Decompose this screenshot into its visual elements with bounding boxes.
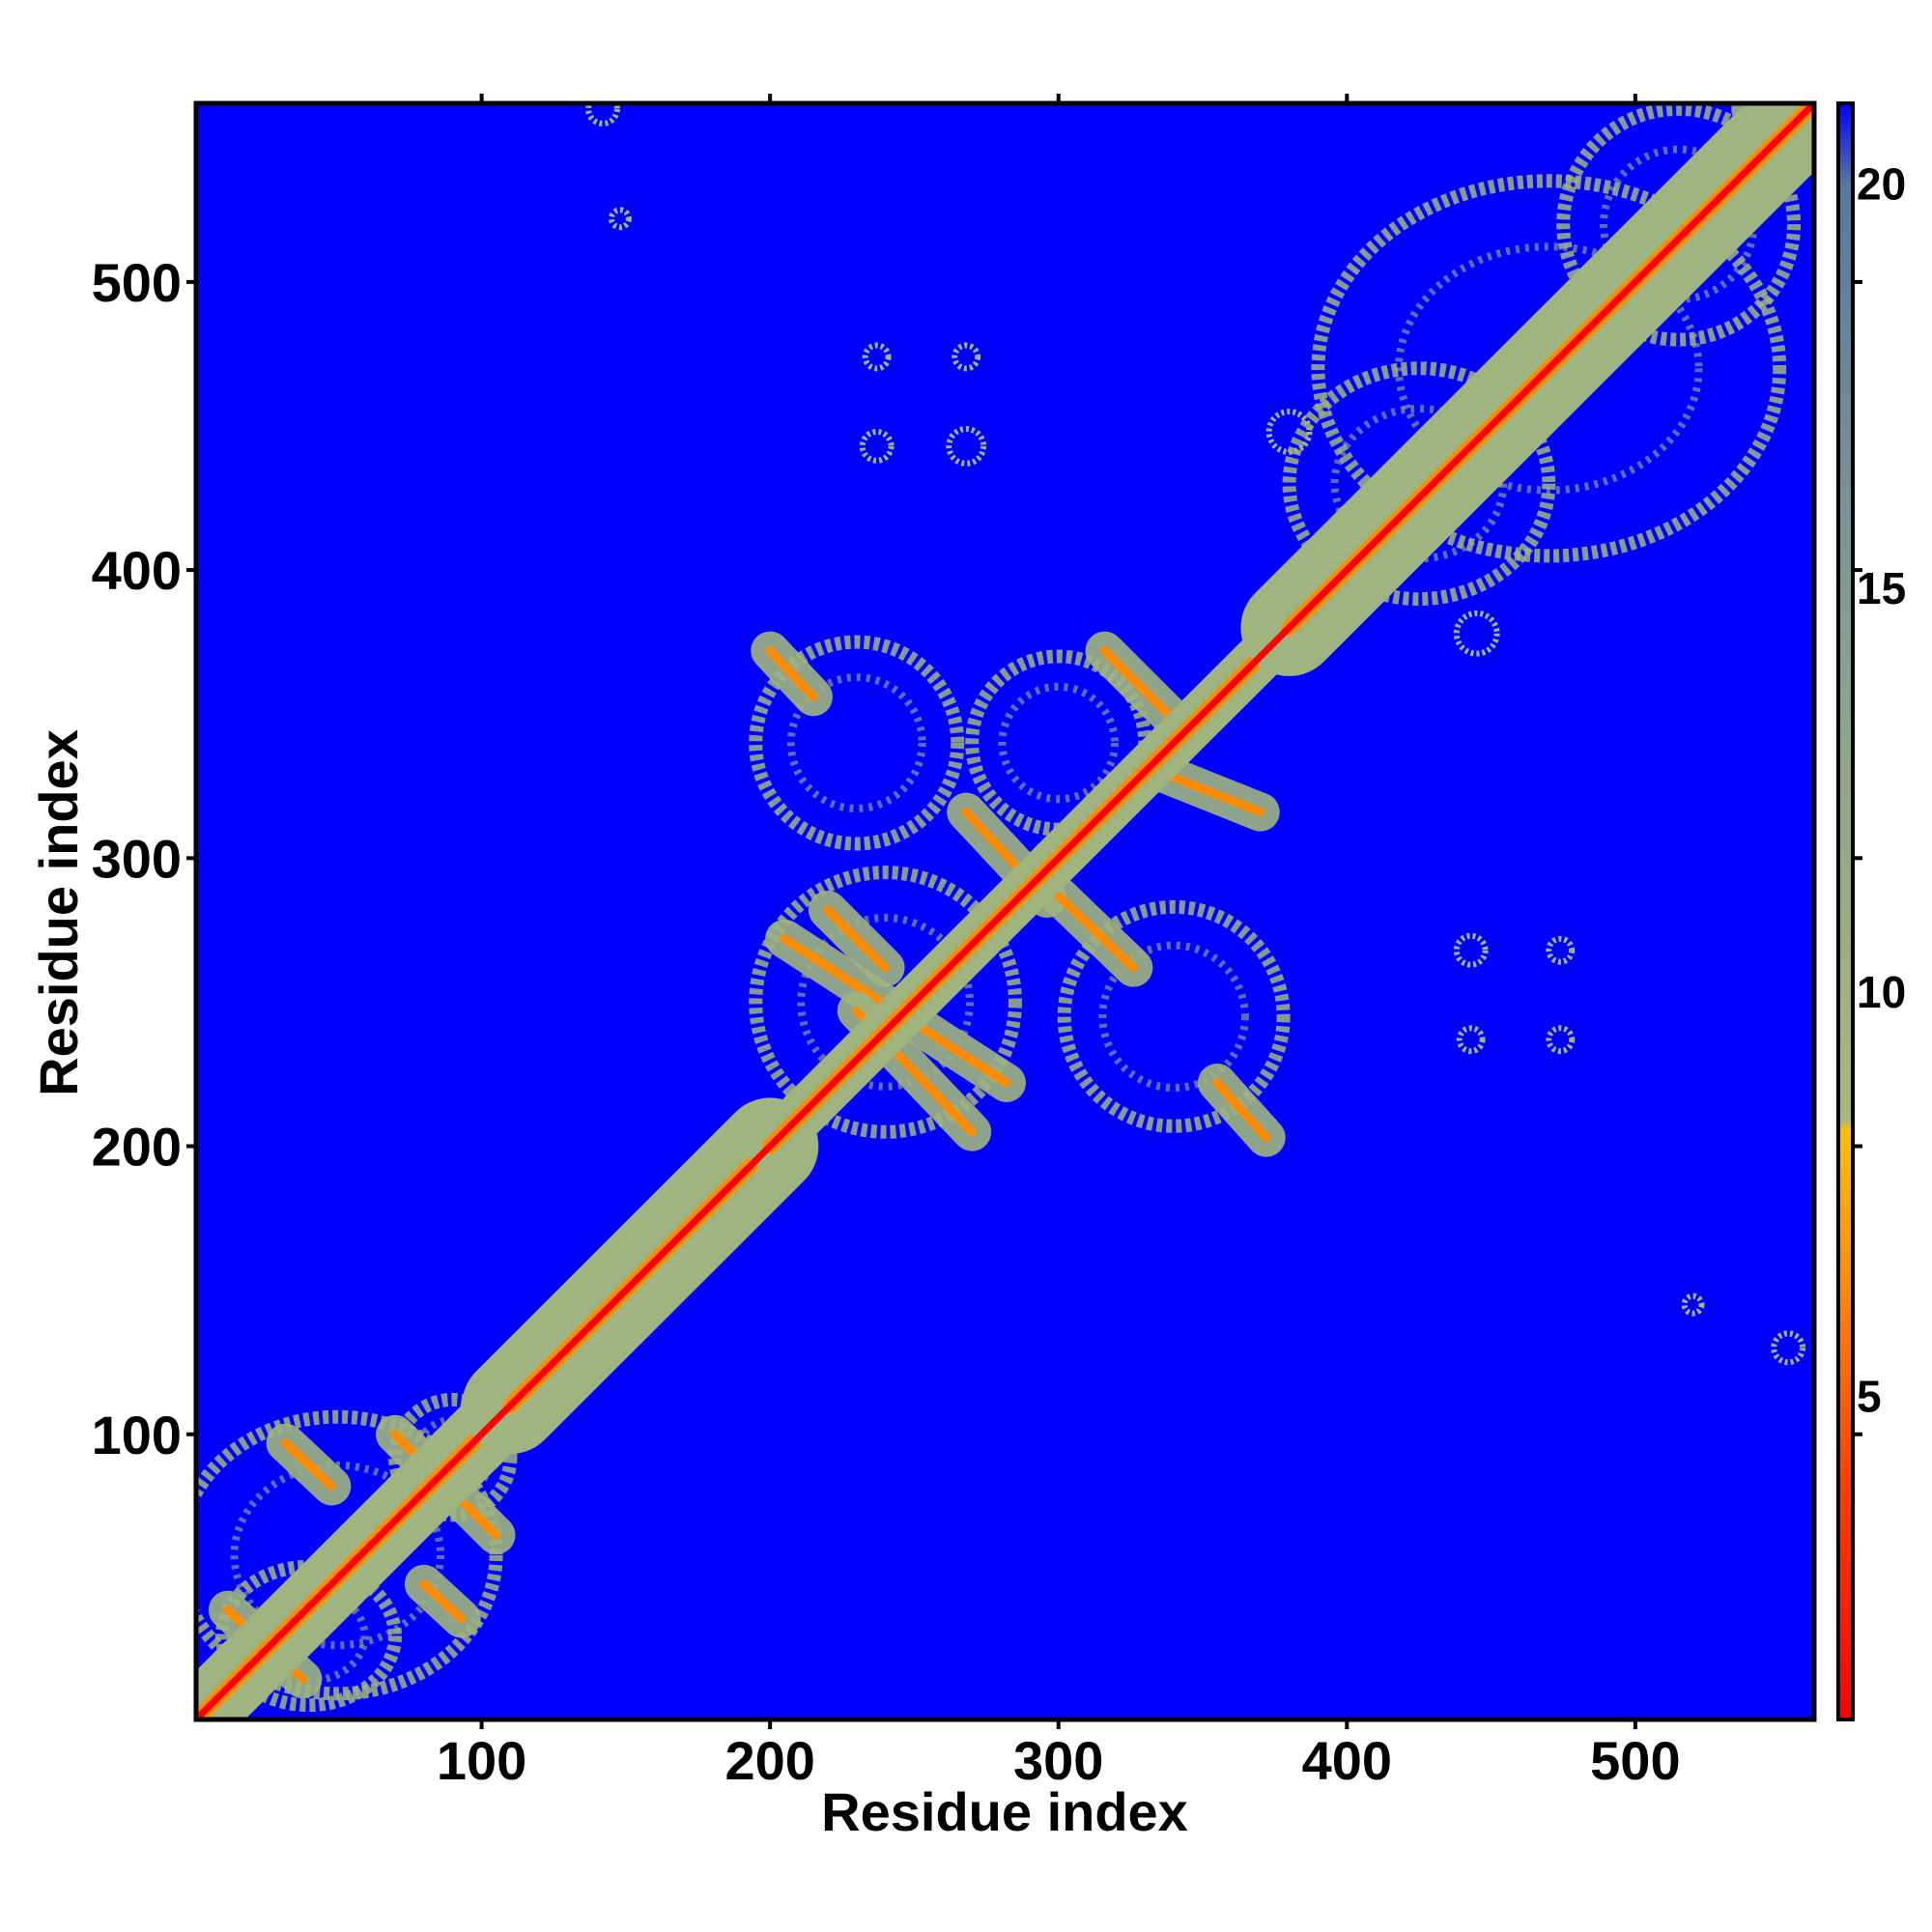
isolated-contact-spot <box>1771 1330 1806 1366</box>
x-tick-label: 500 <box>1590 1730 1680 1791</box>
y-tick-label: 500 <box>92 252 182 313</box>
contact-cluster-inner <box>786 673 926 812</box>
contact-cluster-inner <box>797 914 974 1091</box>
isolated-contact-spot <box>1453 610 1500 657</box>
contact-segment <box>765 646 818 701</box>
isolated-contact-spot <box>1453 932 1489 968</box>
contact-cluster <box>1311 174 1787 563</box>
y-tick-label: 400 <box>92 540 182 601</box>
x-tick-label: 400 <box>1302 1730 1392 1791</box>
isolated-contact-spot <box>1546 935 1576 965</box>
isolated-contact-spot <box>1681 1293 1705 1317</box>
contact-segment <box>281 1438 336 1491</box>
contact-cluster-inner <box>1395 242 1703 495</box>
plot-frame <box>193 100 1817 1722</box>
diagonal-core <box>196 103 1814 1719</box>
contact-cluster <box>749 866 1022 1139</box>
colorbar-tick-label: 5 <box>1857 1371 1882 1421</box>
isolated-contact-spot <box>1546 1025 1576 1055</box>
colorbar: 5 10 15 20 <box>1836 101 1906 1721</box>
contact-cluster <box>1057 899 1291 1133</box>
isolated-contact-spot <box>1265 409 1313 455</box>
isolated-contact-spot <box>859 428 895 464</box>
x-tick-label: 100 <box>437 1730 526 1791</box>
diagonal-layer <box>196 103 1814 1719</box>
y-axis-ticks: 100 200 300 400 500 <box>92 252 1862 1465</box>
isolated-contact-spot <box>585 103 620 127</box>
contact-segment <box>1054 891 1138 973</box>
y-tick-label: 300 <box>92 828 182 889</box>
contact-cluster-inner <box>1330 405 1508 563</box>
isolated-contact-spot <box>862 342 892 372</box>
colorbar-tick-label: 20 <box>1857 159 1906 210</box>
colorbar-tick-label: 15 <box>1857 563 1906 613</box>
x-tick-label: 200 <box>724 1730 814 1791</box>
colorbar-tick-label: 10 <box>1857 967 1906 1017</box>
isolated-contact-spot <box>608 207 632 231</box>
contact-cluster <box>1282 361 1556 607</box>
x-tick-label: 300 <box>1013 1730 1103 1791</box>
contact-segment <box>1100 646 1179 724</box>
y-tick-label: 200 <box>92 1117 182 1178</box>
isolated-contact-spot <box>952 342 981 372</box>
y-tick-label: 100 <box>92 1405 182 1465</box>
contact-cluster-inner <box>1098 941 1249 1093</box>
y-axis-title: Residue index <box>28 729 89 1096</box>
isolated-contact-spot <box>946 425 987 467</box>
contact-cluster <box>749 635 965 851</box>
contact-cluster-inner <box>998 682 1119 804</box>
contact-cluster <box>1556 103 1802 347</box>
isolated-contact-spot <box>1456 1025 1486 1055</box>
x-axis-ticks: 100 200 300 400 500 <box>437 94 1681 1791</box>
x-axis-title: Residue index <box>821 1781 1188 1842</box>
contact-segment <box>823 905 891 973</box>
colorbar-ticks: 5 10 15 20 <box>1857 159 1906 1422</box>
contact-segment <box>419 1579 467 1624</box>
contact-segment <box>1212 1078 1271 1143</box>
heatmap-plot <box>196 103 1814 1719</box>
colorbar-bar <box>1836 101 1855 1721</box>
contact-cluster <box>196 1409 503 1701</box>
